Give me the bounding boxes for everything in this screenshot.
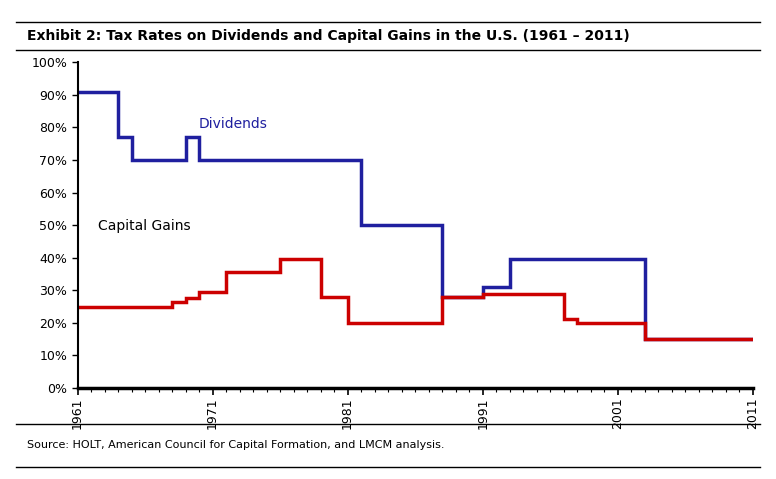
Text: Dividends: Dividends <box>199 117 268 131</box>
Text: Capital Gains: Capital Gains <box>98 219 190 233</box>
Text: Exhibit 2: Tax Rates on Dividends and Capital Gains in the U.S. (1961 – 2011): Exhibit 2: Tax Rates on Dividends and Ca… <box>27 29 630 43</box>
Text: Source: HOLT, American Council for Capital Formation, and LMCM analysis.: Source: HOLT, American Council for Capit… <box>27 441 445 450</box>
